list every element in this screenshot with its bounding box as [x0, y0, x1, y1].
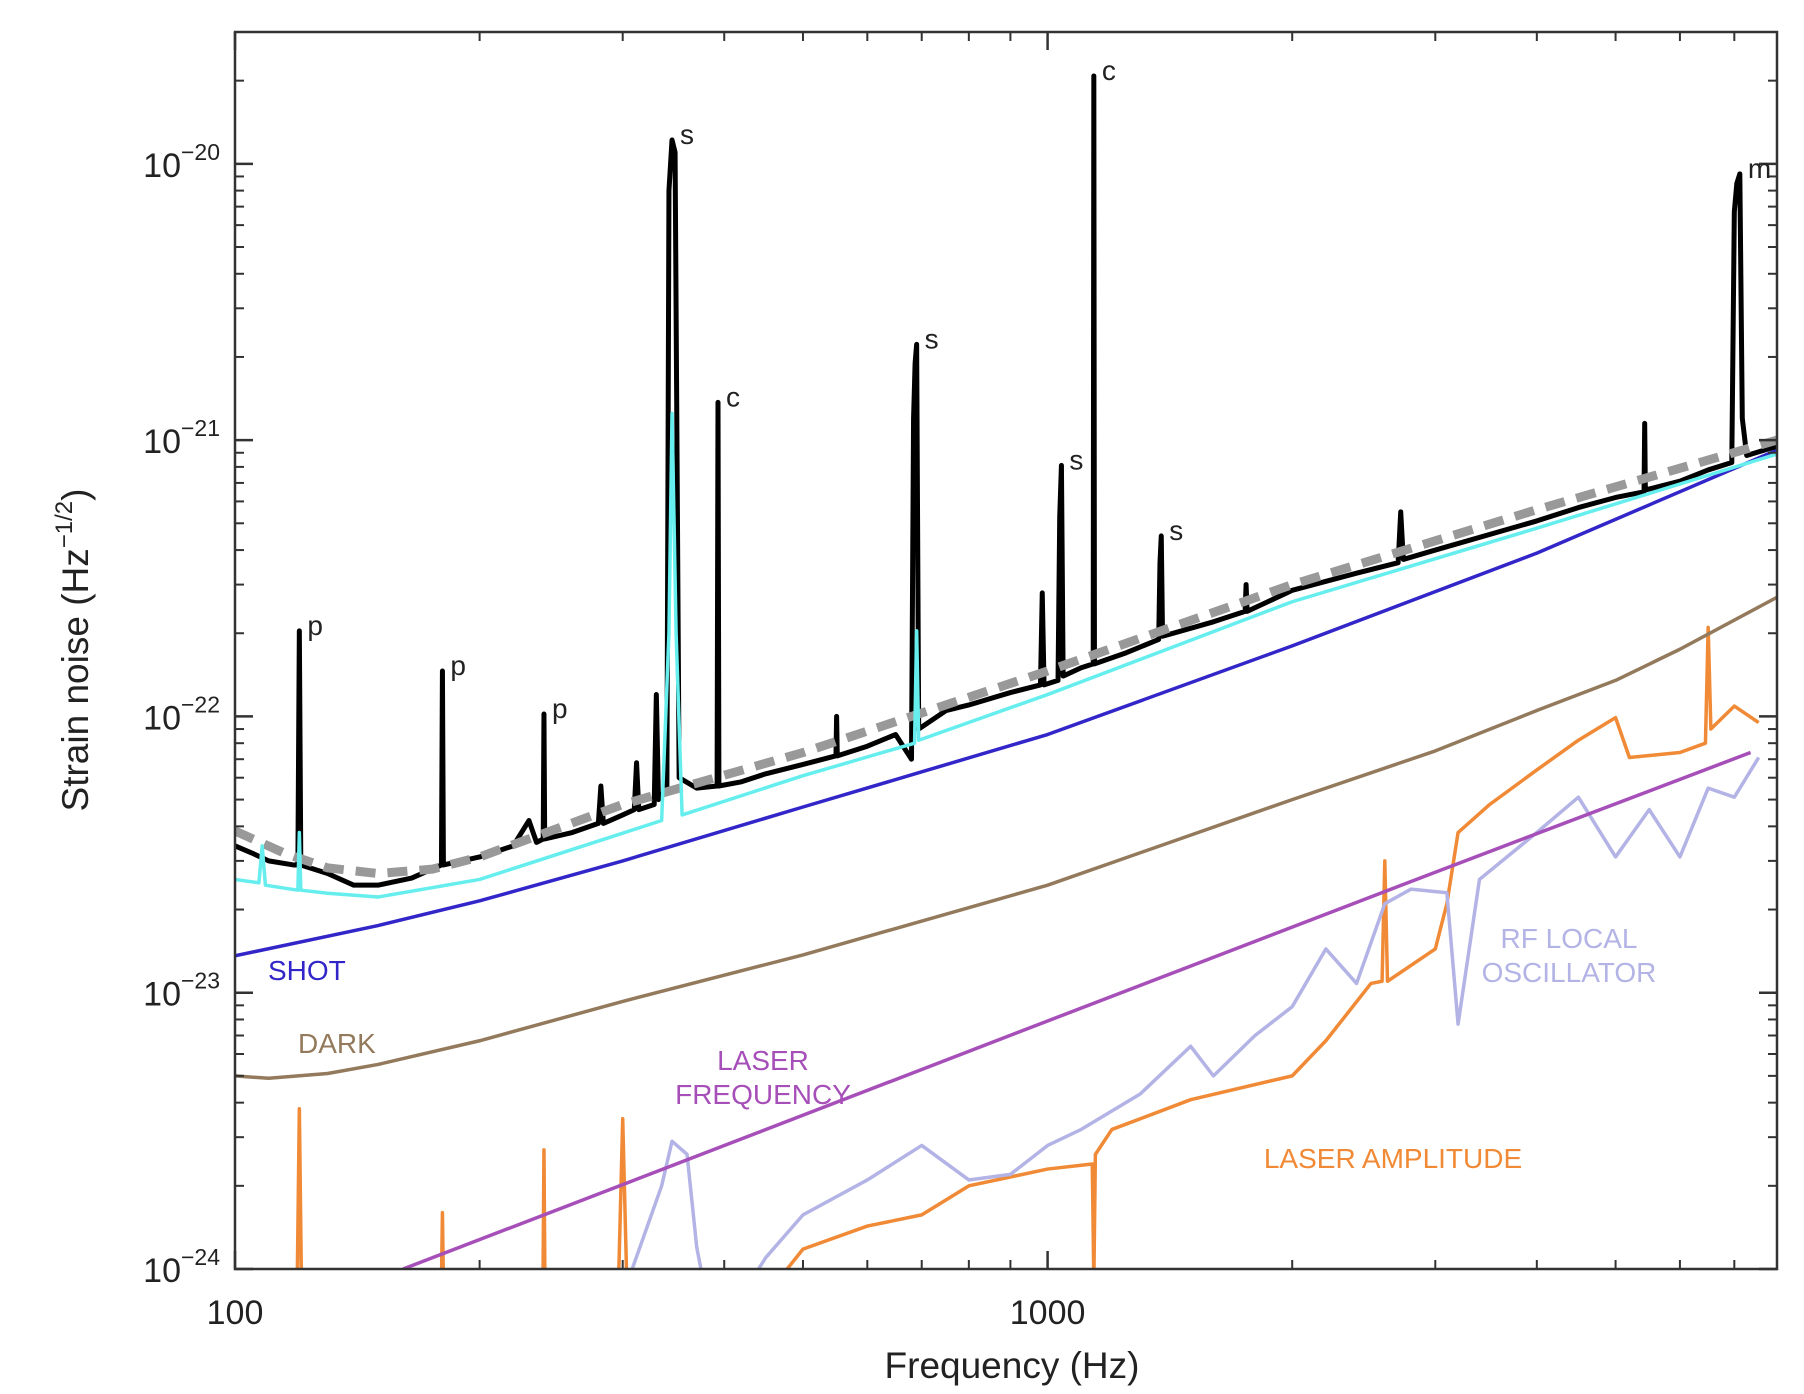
x-axis-title: Frequency (Hz) [885, 1345, 1140, 1386]
plot-frame [233, 30, 1779, 1271]
peak-annotation: s [680, 119, 694, 150]
y-tick-label: 10−23 [143, 968, 220, 1014]
x-tick-label: 100 [207, 1294, 264, 1332]
series-line [295, 625, 1760, 1269]
series-line [235, 411, 1777, 899]
y-tick-label: 10−20 [143, 139, 220, 185]
plot-area [235, 32, 1777, 1269]
peak-annotation: c [1102, 55, 1116, 86]
peak-annotation: s [1069, 444, 1083, 475]
series-line [235, 595, 1777, 1081]
peak-annotation: s [1169, 515, 1183, 546]
peak-annotation: p [450, 650, 466, 681]
series-line [402, 750, 1752, 1269]
series-label: DARK [298, 1028, 376, 1059]
y-axis-title-part: Strain noise (Hz [55, 548, 96, 811]
y-axis-title-part: ) [55, 489, 96, 501]
lines [235, 73, 1777, 1269]
x-tick-label: 1000 [1010, 1294, 1086, 1332]
peak-annotation: s [925, 323, 939, 354]
y-tick-label: 10−21 [143, 415, 220, 461]
series-label: LASER AMPLITUDE [1263, 1143, 1523, 1174]
y-axis-title-part: −1/2 [51, 501, 78, 548]
peak-annotation: m [1748, 153, 1771, 184]
y-axis-title: Strain noise (Hz−1/2) [51, 489, 96, 812]
peak-annotation: p [307, 610, 323, 641]
series-line [235, 435, 1777, 879]
series-label: LASER FREQUENCY [675, 1045, 851, 1110]
peak-annotation: c [726, 381, 740, 412]
series-label: SHOT [268, 955, 346, 986]
series-label: RF LOCAL OSCILLATOR [1481, 923, 1657, 988]
series-line [235, 448, 1777, 958]
ticks: 100 1000 10−24 10−23 10−22 10−21 10−20 [143, 32, 1777, 1332]
y-tick-label: 10−24 [143, 1244, 220, 1290]
y-tick-label: 10−22 [143, 691, 220, 737]
series-line [630, 756, 1761, 1269]
peak-annotation: p [552, 693, 568, 724]
